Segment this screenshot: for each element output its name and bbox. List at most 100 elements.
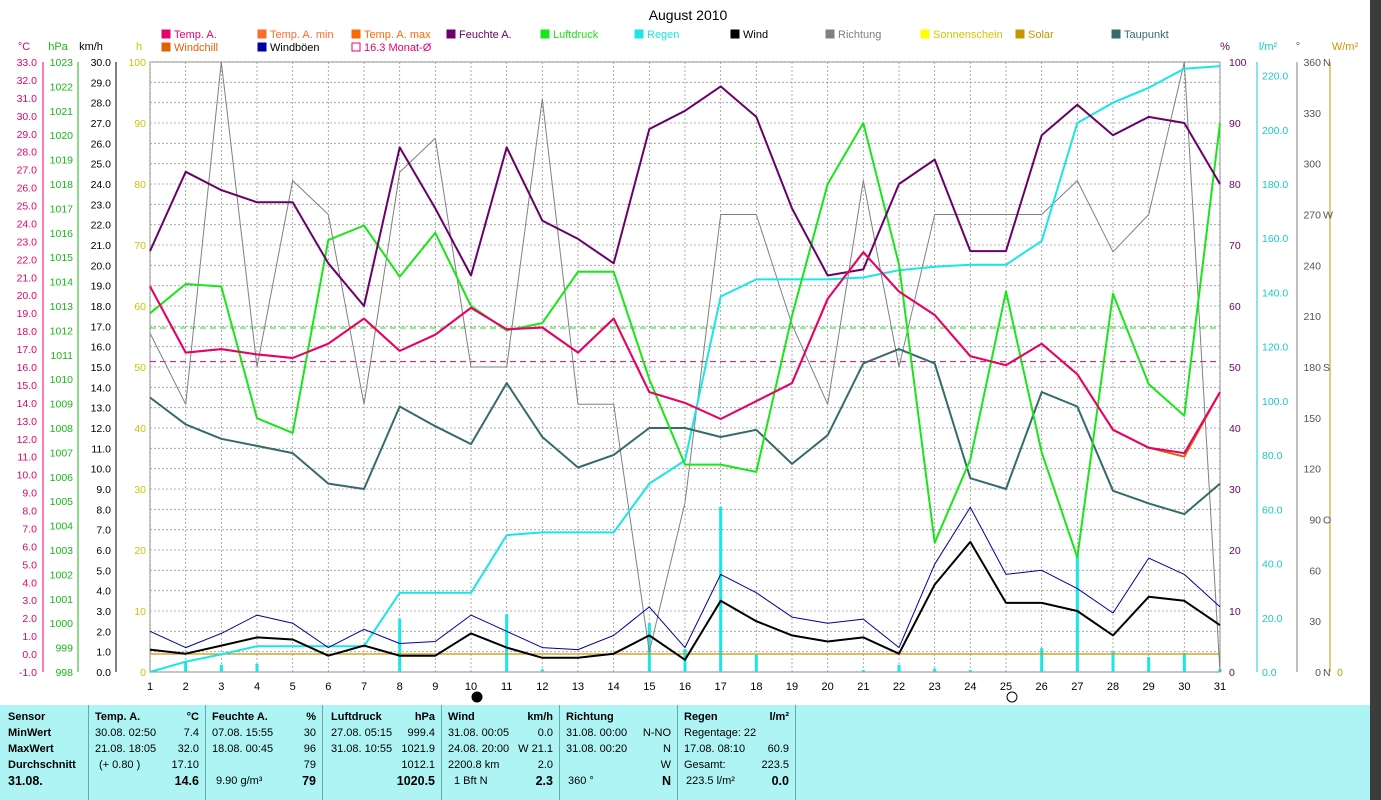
rain-day-bar: [1111, 651, 1115, 672]
humidity-tick-label: 60: [1229, 301, 1241, 313]
rain-day-bar: [719, 506, 723, 672]
wind-tick-label: 3.0: [96, 606, 111, 618]
rain-day-bar: [897, 664, 901, 672]
rain-total-label: Gesamt:: [684, 759, 726, 771]
window-edge: [1370, 0, 1381, 800]
wind-today-value: 2.3: [535, 774, 553, 788]
stats-col-pressure: Luftdruck hPa 27.08. 05:15 999.4 31.08. 10…: [323, 705, 442, 800]
legend-swatch: [920, 29, 930, 39]
rain-tick-label: 0.0: [1262, 667, 1277, 679]
series-lines: [149, 61, 1221, 673]
wind-tick-label: 2.0: [96, 626, 111, 638]
x-tick-label: 31: [1214, 681, 1226, 693]
rain-day-bar: [505, 614, 509, 672]
wind-tick-label: 19.0: [91, 281, 112, 293]
temp-tick-label: 20.0: [17, 290, 38, 302]
stats-col-direction: Richtung 31.08. 00:00 N-NO 31.08. 00:20 N …: [560, 705, 678, 800]
stats-col-wind: Wind km/h 31.08. 00:05 0.0 24.08. 20:00 W 2…: [442, 705, 560, 800]
sun-tick-label: 40: [134, 423, 146, 435]
humidity-today-value: 79: [302, 774, 316, 788]
rain-tick-label: 220.0: [1262, 71, 1288, 83]
pressure-tick-label: 1010: [50, 374, 74, 386]
pressure-tick-label: 1011: [50, 350, 73, 362]
rain-day-bar: [1040, 648, 1044, 672]
direction-avg-value: W: [660, 759, 671, 771]
pressure-tick-label: 1022: [50, 81, 74, 93]
x-axis-labels: 1 2 3 4 5 6 7 8 9 10 11 12 13 14 15 16 17 18 19 20 21 22 23 24 2…: [147, 681, 1226, 693]
temp-unit: °C: [186, 711, 199, 723]
x-tick-label: 20: [822, 681, 834, 693]
temp-tick-label: 0.0: [22, 649, 37, 661]
direction-max-value: N: [663, 743, 671, 755]
sun-tick-label: 80: [134, 179, 146, 191]
humidity-tick-label: 20: [1229, 545, 1241, 557]
direction-tick-label: 330: [1303, 108, 1321, 120]
legend-label: Sonnenschein: [933, 29, 1003, 41]
pressure-tick-label: 1015: [50, 252, 74, 264]
legend-label: Temp. A.: [174, 29, 217, 41]
rain-day-bar: [219, 664, 223, 672]
legend-label: Temp. A. max: [364, 29, 431, 41]
direction-tick-label: 90: [1309, 515, 1321, 527]
wind-tick-label: 23.0: [91, 199, 112, 211]
rain-day-bar: [933, 668, 937, 672]
direction-tick-label: 30: [1309, 616, 1321, 628]
pressure-tick-label: 1000: [50, 618, 74, 630]
temp-tick-label: 6.0: [22, 541, 37, 553]
rain-day-bar: [861, 670, 865, 672]
humidity-tick-label: 80: [1229, 179, 1241, 191]
x-tick-label: 10: [465, 681, 477, 693]
direction-title: Richtung: [566, 711, 614, 723]
series-line-richtung: [149, 61, 1221, 673]
pressure-tick-label: 1020: [50, 130, 74, 142]
temp-tick-label: 33.0: [17, 57, 38, 69]
pressure-avg-value: 1012.1: [401, 759, 435, 771]
row-min-label: MinWert: [8, 727, 52, 739]
legend-label: Regen: [647, 29, 679, 41]
rain-tick-label: 20.0: [1262, 613, 1283, 625]
legend-swatch: [446, 29, 456, 39]
sun-tick-label: 100: [128, 57, 146, 69]
x-tick-label: 23: [929, 681, 941, 693]
pressure-title: Luftdruck: [331, 711, 382, 723]
wind-min-value: 0.0: [537, 727, 553, 739]
chart-title: August 2010: [649, 7, 728, 23]
direction-tick-label: 120: [1303, 464, 1321, 476]
wind-tick-label: 15.0: [91, 362, 112, 374]
x-tick-label: 18: [750, 681, 762, 693]
temp-tick-label: 25.0: [17, 201, 38, 213]
temp-tick-label: 1.0: [22, 631, 37, 643]
direction-tick-label: 210: [1303, 311, 1321, 323]
wind-tick-label: 0.0: [96, 667, 111, 679]
pressure-tick-label: 1012: [50, 325, 74, 337]
temp-tick-label: 19.0: [17, 308, 38, 320]
wind-max-time: 24.08. 20:00: [448, 743, 510, 755]
x-tick-label: 16: [679, 681, 691, 693]
pressure-today-value: 1020.5: [396, 774, 435, 788]
rain-tick-label: 40.0: [1262, 559, 1283, 571]
rain-max-time: 17.08. 08:10: [684, 743, 746, 755]
stats-col-sensor: Sensor MinWert MaxWert Durchschnitt 31.0…: [0, 705, 89, 800]
temp-tick-label: 13.0: [17, 416, 38, 428]
pressure-tick-label: 1016: [50, 228, 74, 240]
temp-tick-label: 29.0: [17, 129, 38, 141]
rain-day-bar: [398, 618, 402, 672]
direction-min-value: N-NO: [642, 727, 671, 739]
weather-chart: August 2010 Temp. A. Temp. A. min Temp. A.…: [17, 7, 1359, 703]
pressure-tick-label: 1006: [50, 472, 74, 484]
x-tick-label: 24: [964, 681, 976, 693]
temp-tick-label: 5.0: [22, 559, 37, 571]
reference-lines: [150, 327, 1220, 655]
wind-tick-label: 6.0: [96, 545, 111, 557]
humidity-tick-label: 100: [1229, 57, 1247, 69]
pressure-tick-label: 1007: [50, 447, 74, 459]
rain-day-bar: [1075, 554, 1079, 672]
solar-unit-label: W/m²: [1332, 41, 1359, 53]
temp-tick-label: 12.0: [17, 434, 38, 446]
moon-phases: [471, 691, 1018, 703]
x-tick-label: 25: [1000, 681, 1012, 693]
rain-tick-label: 100.0: [1262, 396, 1288, 408]
series-line-windb-en: [149, 506, 1221, 651]
legend-label: Wind: [743, 29, 768, 41]
temp-tick-label: 26.0: [17, 183, 38, 195]
